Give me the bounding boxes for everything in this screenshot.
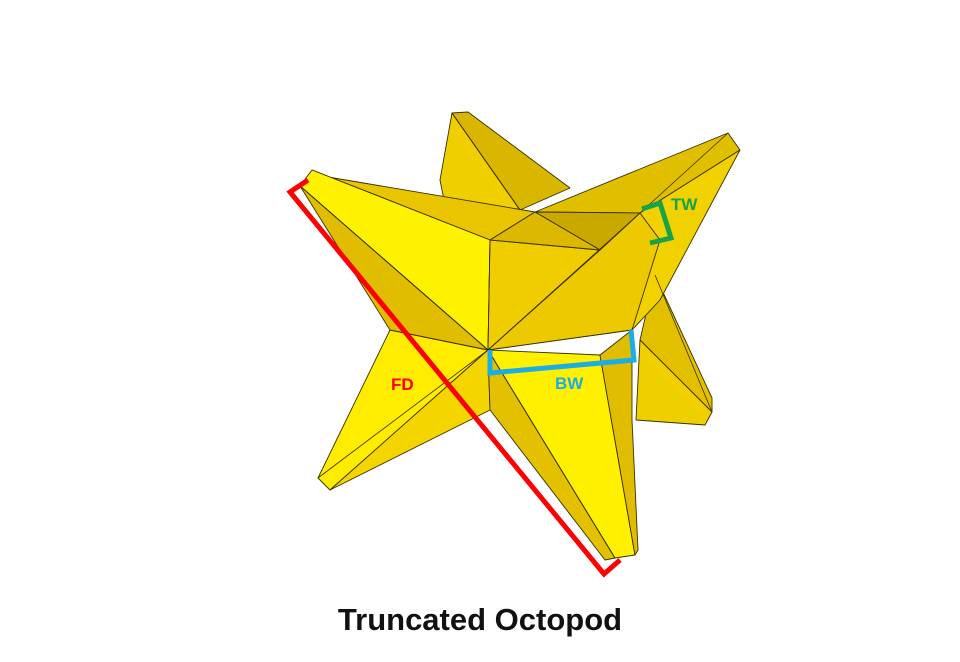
fd-marker: FD: [286, 177, 622, 578]
arm-lower-left: [317, 329, 491, 491]
tw-marker: TW: [641, 195, 698, 246]
fd-bracket: [286, 177, 622, 578]
figure-title: Truncated Octopod: [337, 602, 623, 637]
tw-label: TW: [671, 195, 698, 214]
arm-front-center: [487, 211, 661, 351]
bw-marker: BW: [487, 329, 637, 393]
bw-bracket: [487, 329, 637, 376]
fd-label: FD: [391, 375, 414, 394]
arm-right-back: [635, 274, 713, 426]
arm-right-back-face-bottom: [635, 339, 713, 426]
bw-label: BW: [555, 374, 584, 393]
tw-bracket: [641, 199, 675, 246]
arm-lower-front-face-right: [599, 329, 639, 556]
center-face-top: [489, 211, 601, 251]
arm-top-back: [439, 111, 571, 211]
